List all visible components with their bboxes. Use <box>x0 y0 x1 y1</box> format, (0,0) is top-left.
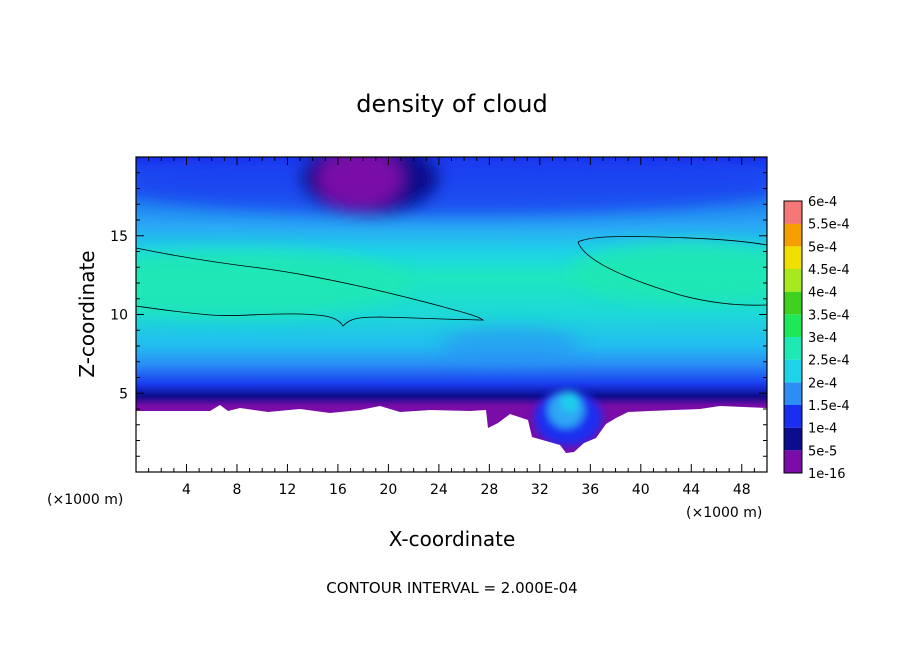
colorbar-label: 2e-4 <box>808 376 837 391</box>
x-tick-label: 24 <box>430 482 448 498</box>
colorbar-label: 1e-16 <box>808 467 846 482</box>
colorbar-label: 6e-4 <box>808 195 837 210</box>
colorbar-label: 5e-4 <box>808 240 837 255</box>
y-unit-label: (×1000 m) <box>47 492 123 508</box>
y-tick-label: 15 <box>110 229 128 245</box>
colorbar-label: 3e-4 <box>808 331 837 346</box>
colorbar-label: 1.5e-4 <box>808 399 850 414</box>
x-tick-label: 48 <box>733 482 751 498</box>
x-tick-label: 40 <box>632 482 650 498</box>
y-axis-title: Z-coordinate <box>75 250 99 377</box>
colorbar: 1e-16 5e-5 1e-4 1.5e-4 2e-4 2.5e-4 3e-4 3.5e-4 4… <box>784 195 850 482</box>
colorbar-swatch <box>784 382 802 405</box>
x-tick-label: 4 <box>182 482 191 498</box>
colorbar-swatch <box>784 428 802 451</box>
mid-blue-dip <box>440 327 580 363</box>
x-axis-title: X-coordinate <box>389 527 516 551</box>
y-tick-label: 10 <box>110 308 128 324</box>
colorbar-swatch <box>784 360 802 383</box>
terrain-mask <box>136 405 767 472</box>
x-tick-label: 28 <box>480 482 498 498</box>
x-tick-label: 16 <box>329 482 347 498</box>
colorbar-swatch <box>784 246 802 269</box>
plume <box>534 390 602 446</box>
colorbar-label: 5e-5 <box>808 444 837 459</box>
colorbar-swatch <box>784 224 802 247</box>
colorbar-swatch <box>784 314 802 337</box>
colorbar-label: 5.5e-4 <box>808 218 850 233</box>
colorbar-swatch <box>784 201 802 224</box>
colorbar-label: 4e-4 <box>808 286 837 301</box>
heatmap-field <box>50 142 810 472</box>
x-tick-label: 44 <box>682 482 700 498</box>
colorbar-swatch <box>784 450 802 473</box>
chart-title: density of cloud <box>356 90 547 118</box>
y-tick-label: 5 <box>119 386 128 402</box>
left-green-band <box>50 249 410 317</box>
colorbar-swatch <box>784 269 802 292</box>
colorbar-swatch <box>784 337 802 360</box>
contour-interval-label: CONTOUR INTERVAL = 2.000E-04 <box>326 579 577 597</box>
x-tick-label: 8 <box>232 482 241 498</box>
colorbar-label: 3.5e-4 <box>808 308 850 323</box>
x-tick-label: 32 <box>531 482 549 498</box>
colorbar-swatch <box>784 292 802 315</box>
x-tick-label: 20 <box>379 482 397 498</box>
x-unit-label: (×1000 m) <box>686 505 762 521</box>
x-tick-label: 12 <box>279 482 297 498</box>
right-green-band <box>570 242 810 302</box>
colorbar-label: 2.5e-4 <box>808 354 850 369</box>
colorbar-label: 4.5e-4 <box>808 263 850 278</box>
colorbar-label: 1e-4 <box>808 422 837 437</box>
colorbar-swatch <box>784 405 802 428</box>
upper-blue-band <box>110 155 790 215</box>
plume-core <box>562 392 578 412</box>
x-tick-label: 36 <box>581 482 599 498</box>
